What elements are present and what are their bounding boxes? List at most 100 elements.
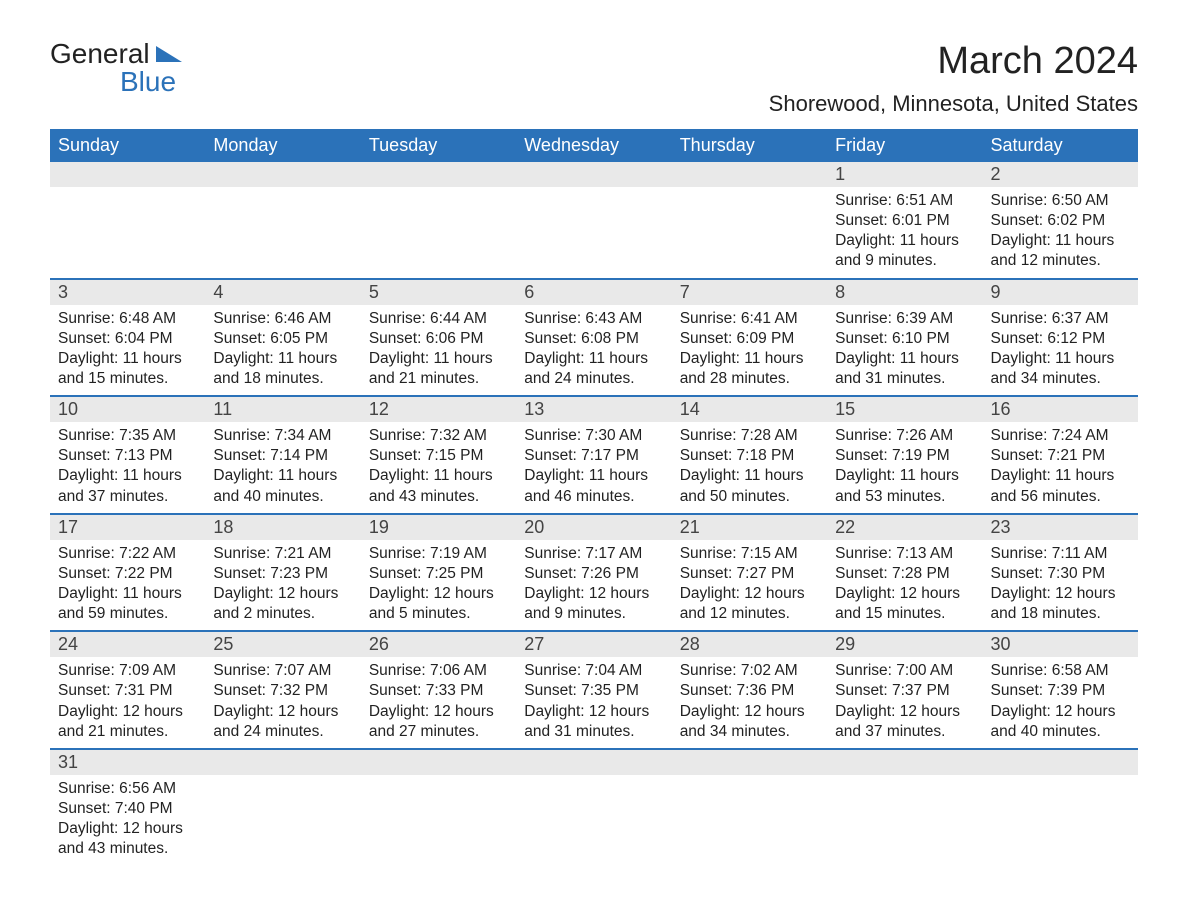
day-number-cell: 17 <box>50 514 205 540</box>
day-data-cell: Sunrise: 6:43 AMSunset: 6:08 PMDaylight:… <box>516 305 671 397</box>
day-data-cell: Sunrise: 7:35 AMSunset: 7:13 PMDaylight:… <box>50 422 205 514</box>
day-ss: Sunset: 7:23 PM <box>213 564 352 584</box>
day-number-cell <box>672 749 827 775</box>
day-ss: Sunset: 6:09 PM <box>680 329 819 349</box>
day-ss: Sunset: 7:28 PM <box>835 564 974 584</box>
data-row: Sunrise: 7:22 AMSunset: 7:22 PMDaylight:… <box>50 540 1138 632</box>
logo: General Blue <box>50 40 182 96</box>
day-dl2: and 37 minutes. <box>835 722 974 742</box>
day-data-cell <box>827 775 982 866</box>
day-data-cell: Sunrise: 6:44 AMSunset: 6:06 PMDaylight:… <box>361 305 516 397</box>
day-data-cell <box>205 187 360 279</box>
day-number-cell: 28 <box>672 631 827 657</box>
data-row: Sunrise: 6:56 AMSunset: 7:40 PMDaylight:… <box>50 775 1138 866</box>
day-sr: Sunrise: 7:06 AM <box>369 661 508 681</box>
day-dl2: and 21 minutes. <box>58 722 197 742</box>
day-number-cell: 19 <box>361 514 516 540</box>
day-ss: Sunset: 6:10 PM <box>835 329 974 349</box>
daynum-row: 3456789 <box>50 279 1138 305</box>
day-data-cell: Sunrise: 6:58 AMSunset: 7:39 PMDaylight:… <box>983 657 1138 749</box>
day-ss: Sunset: 6:01 PM <box>835 211 974 231</box>
day-number-cell <box>205 749 360 775</box>
month-title: March 2024 <box>769 40 1138 83</box>
day-dl2: and 34 minutes. <box>680 722 819 742</box>
day-dl1: Daylight: 12 hours <box>213 702 352 722</box>
day-sr: Sunrise: 6:39 AM <box>835 309 974 329</box>
day-data-cell: Sunrise: 7:13 AMSunset: 7:28 PMDaylight:… <box>827 540 982 632</box>
day-number-cell: 20 <box>516 514 671 540</box>
day-dl2: and 40 minutes. <box>991 722 1130 742</box>
day-sr: Sunrise: 7:26 AM <box>835 426 974 446</box>
day-dl2: and 9 minutes. <box>835 251 974 271</box>
day-dl2: and 37 minutes. <box>58 487 197 507</box>
day-dl1: Daylight: 11 hours <box>991 349 1130 369</box>
day-dl1: Daylight: 12 hours <box>58 702 197 722</box>
day-dl2: and 40 minutes. <box>213 487 352 507</box>
day-number-cell: 26 <box>361 631 516 657</box>
day-ss: Sunset: 6:08 PM <box>524 329 663 349</box>
day-ss: Sunset: 7:33 PM <box>369 681 508 701</box>
day-sr: Sunrise: 7:24 AM <box>991 426 1130 446</box>
day-number-cell: 10 <box>50 396 205 422</box>
day-number-cell: 7 <box>672 279 827 305</box>
day-dl2: and 18 minutes. <box>991 604 1130 624</box>
day-dl2: and 21 minutes. <box>369 369 508 389</box>
day-number-cell: 8 <box>827 279 982 305</box>
day-ss: Sunset: 7:14 PM <box>213 446 352 466</box>
day-dl1: Daylight: 11 hours <box>213 466 352 486</box>
day-sr: Sunrise: 7:34 AM <box>213 426 352 446</box>
day-data-cell: Sunrise: 7:00 AMSunset: 7:37 PMDaylight:… <box>827 657 982 749</box>
day-sr: Sunrise: 7:32 AM <box>369 426 508 446</box>
day-ss: Sunset: 7:19 PM <box>835 446 974 466</box>
day-dl2: and 34 minutes. <box>991 369 1130 389</box>
location-text: Shorewood, Minnesota, United States <box>769 91 1138 117</box>
day-number-cell: 4 <box>205 279 360 305</box>
day-sr: Sunrise: 7:09 AM <box>58 661 197 681</box>
day-dl1: Daylight: 11 hours <box>524 466 663 486</box>
day-data-cell: Sunrise: 7:07 AMSunset: 7:32 PMDaylight:… <box>205 657 360 749</box>
day-data-cell: Sunrise: 6:39 AMSunset: 6:10 PMDaylight:… <box>827 305 982 397</box>
day-dl1: Daylight: 12 hours <box>213 584 352 604</box>
day-number-cell: 9 <box>983 279 1138 305</box>
day-data-cell: Sunrise: 7:09 AMSunset: 7:31 PMDaylight:… <box>50 657 205 749</box>
data-row: Sunrise: 6:51 AMSunset: 6:01 PMDaylight:… <box>50 187 1138 279</box>
day-number-cell <box>361 749 516 775</box>
day-data-cell: Sunrise: 7:30 AMSunset: 7:17 PMDaylight:… <box>516 422 671 514</box>
day-dl1: Daylight: 12 hours <box>835 584 974 604</box>
day-ss: Sunset: 6:06 PM <box>369 329 508 349</box>
day-dl1: Daylight: 11 hours <box>835 349 974 369</box>
day-dl1: Daylight: 11 hours <box>835 466 974 486</box>
daynum-row: 12 <box>50 162 1138 187</box>
day-dl2: and 12 minutes. <box>991 251 1130 271</box>
day-sr: Sunrise: 7:22 AM <box>58 544 197 564</box>
logo-text-2: Blue <box>50 68 182 96</box>
day-dl2: and 15 minutes. <box>835 604 974 624</box>
day-ss: Sunset: 7:18 PM <box>680 446 819 466</box>
day-number-cell <box>50 162 205 187</box>
day-data-cell: Sunrise: 7:11 AMSunset: 7:30 PMDaylight:… <box>983 540 1138 632</box>
day-data-cell <box>50 187 205 279</box>
day-sr: Sunrise: 6:48 AM <box>58 309 197 329</box>
day-data-cell: Sunrise: 7:19 AMSunset: 7:25 PMDaylight:… <box>361 540 516 632</box>
day-number-cell: 16 <box>983 396 1138 422</box>
day-sr: Sunrise: 6:51 AM <box>835 191 974 211</box>
day-number-cell <box>361 162 516 187</box>
day-dl1: Daylight: 12 hours <box>835 702 974 722</box>
day-data-cell: Sunrise: 7:24 AMSunset: 7:21 PMDaylight:… <box>983 422 1138 514</box>
day-sr: Sunrise: 7:00 AM <box>835 661 974 681</box>
day-dl1: Daylight: 11 hours <box>524 349 663 369</box>
day-data-cell: Sunrise: 7:17 AMSunset: 7:26 PMDaylight:… <box>516 540 671 632</box>
day-data-cell: Sunrise: 6:37 AMSunset: 6:12 PMDaylight:… <box>983 305 1138 397</box>
day-data-cell: Sunrise: 7:34 AMSunset: 7:14 PMDaylight:… <box>205 422 360 514</box>
day-ss: Sunset: 7:25 PM <box>369 564 508 584</box>
data-row: Sunrise: 7:09 AMSunset: 7:31 PMDaylight:… <box>50 657 1138 749</box>
weekday-header: Wednesday <box>516 129 671 162</box>
day-number-cell: 21 <box>672 514 827 540</box>
day-sr: Sunrise: 6:44 AM <box>369 309 508 329</box>
day-data-cell <box>672 187 827 279</box>
day-number-cell: 12 <box>361 396 516 422</box>
day-ss: Sunset: 7:26 PM <box>524 564 663 584</box>
day-number-cell <box>672 162 827 187</box>
daynum-row: 10111213141516 <box>50 396 1138 422</box>
day-data-cell: Sunrise: 7:28 AMSunset: 7:18 PMDaylight:… <box>672 422 827 514</box>
